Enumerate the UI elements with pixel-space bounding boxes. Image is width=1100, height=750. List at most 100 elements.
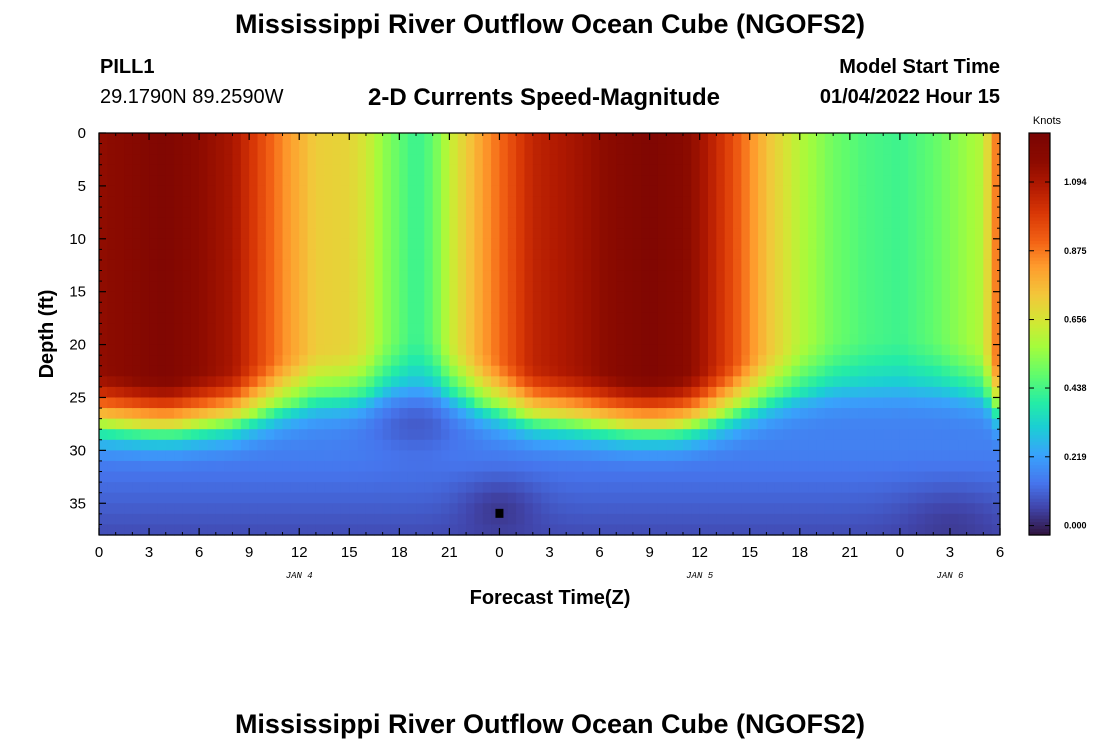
heatmap-cell xyxy=(966,376,976,388)
heatmap-cell xyxy=(507,259,517,272)
heatmap-cell xyxy=(582,270,592,282)
heatmap-cell xyxy=(516,524,526,536)
heatmap-cell xyxy=(824,164,834,176)
heatmap-cell xyxy=(708,376,717,388)
heatmap-cell xyxy=(115,175,125,187)
heatmap-cell xyxy=(165,238,175,250)
heatmap-cell xyxy=(482,334,492,346)
heatmap-cell xyxy=(808,355,818,367)
heatmap-cell xyxy=(532,281,542,293)
heatmap-cell xyxy=(774,238,784,250)
heatmap-cell xyxy=(849,397,859,409)
heatmap-cell xyxy=(115,334,125,346)
heatmap-cell xyxy=(724,376,734,388)
heatmap-cell xyxy=(924,418,934,430)
heatmap-cell xyxy=(107,365,117,377)
heatmap-cell xyxy=(908,386,918,399)
heatmap-cell xyxy=(924,376,934,388)
heatmap-cell xyxy=(666,397,676,409)
heatmap-cell xyxy=(207,270,217,282)
heatmap-cell xyxy=(849,408,859,420)
heatmap-cell xyxy=(858,492,868,504)
heatmap-cell xyxy=(632,344,642,356)
heatmap-cell xyxy=(140,228,150,240)
heatmap-cell xyxy=(524,503,534,515)
x-tick-label: 0 xyxy=(896,544,904,561)
heatmap-cell xyxy=(758,429,767,441)
heatmap-cell xyxy=(390,439,400,451)
heatmap-cell xyxy=(357,418,367,430)
heatmap-cell xyxy=(140,238,150,250)
heatmap-cell xyxy=(582,312,592,325)
colorbar-tick-label: 0.656 xyxy=(1064,315,1087,325)
heatmap-cell xyxy=(808,207,818,219)
heatmap-cell xyxy=(157,185,167,198)
heatmap-cell xyxy=(791,175,801,187)
heatmap-cell xyxy=(449,482,459,494)
heatmap-cell xyxy=(883,281,893,293)
heatmap-cell xyxy=(199,460,209,473)
heatmap-cell xyxy=(741,143,751,155)
heatmap-cell xyxy=(307,334,317,346)
heatmap-cell xyxy=(449,281,459,293)
heatmap-cell xyxy=(699,238,709,250)
heatmap-cell xyxy=(708,154,717,166)
heatmap-cell xyxy=(849,217,859,229)
heatmap-cell xyxy=(524,418,534,430)
heatmap-cell xyxy=(541,471,551,483)
heatmap-cell xyxy=(265,270,275,282)
heatmap-cell xyxy=(841,196,851,208)
heatmap-cell xyxy=(257,154,267,166)
heatmap-cell xyxy=(132,450,142,462)
heatmap-cell xyxy=(974,249,984,261)
heatmap-cell xyxy=(758,450,767,462)
heatmap-cell xyxy=(632,418,642,430)
heatmap-cell xyxy=(207,281,217,293)
heatmap-cell xyxy=(774,185,784,198)
heatmap-cell xyxy=(315,418,325,430)
heatmap-cell xyxy=(274,196,284,208)
heatmap-cell xyxy=(641,513,651,526)
heatmap-cell xyxy=(858,386,868,399)
heatmap-cell xyxy=(274,228,284,240)
heatmap-cell xyxy=(124,175,133,187)
heatmap-cell xyxy=(432,386,442,399)
heatmap-cell xyxy=(449,185,459,198)
heatmap-cell xyxy=(916,143,926,155)
heatmap-cell xyxy=(257,439,267,451)
heatmap-cell xyxy=(215,228,225,240)
heatmap-cell xyxy=(532,196,542,208)
heatmap-cell xyxy=(599,302,609,314)
colorbar-segment xyxy=(1029,407,1050,412)
heatmap-cell xyxy=(282,323,292,335)
heatmap-cell xyxy=(282,270,292,282)
heatmap-cell xyxy=(349,164,359,176)
heatmap-cell xyxy=(699,408,709,420)
heatmap-cell xyxy=(516,429,526,441)
heatmap-cell xyxy=(157,386,167,399)
heatmap-cell xyxy=(466,439,476,451)
heatmap-cell xyxy=(524,513,534,526)
heatmap-cell xyxy=(783,524,793,536)
heatmap-cell xyxy=(207,460,217,473)
heatmap-cell xyxy=(190,133,200,145)
heatmap-cell xyxy=(224,185,234,198)
heatmap-cell xyxy=(174,238,184,250)
heatmap-cell xyxy=(616,143,626,155)
heatmap-cell xyxy=(140,513,150,526)
heatmap-cell xyxy=(449,164,459,176)
heatmap-cell xyxy=(591,196,601,208)
heatmap-cell xyxy=(124,397,133,409)
y-tick-label: 20 xyxy=(69,337,86,354)
heatmap-cell xyxy=(499,154,509,166)
heatmap-cell xyxy=(566,524,576,536)
heatmap-cell xyxy=(833,323,843,335)
heatmap-cell xyxy=(382,408,392,420)
heatmap-cell xyxy=(282,376,292,388)
heatmap-cell xyxy=(240,133,250,145)
heatmap-cell xyxy=(407,492,417,504)
heatmap-cell xyxy=(833,154,843,166)
heatmap-cell xyxy=(182,460,192,473)
heatmap-cell xyxy=(958,291,968,303)
heatmap-cell xyxy=(407,164,417,176)
